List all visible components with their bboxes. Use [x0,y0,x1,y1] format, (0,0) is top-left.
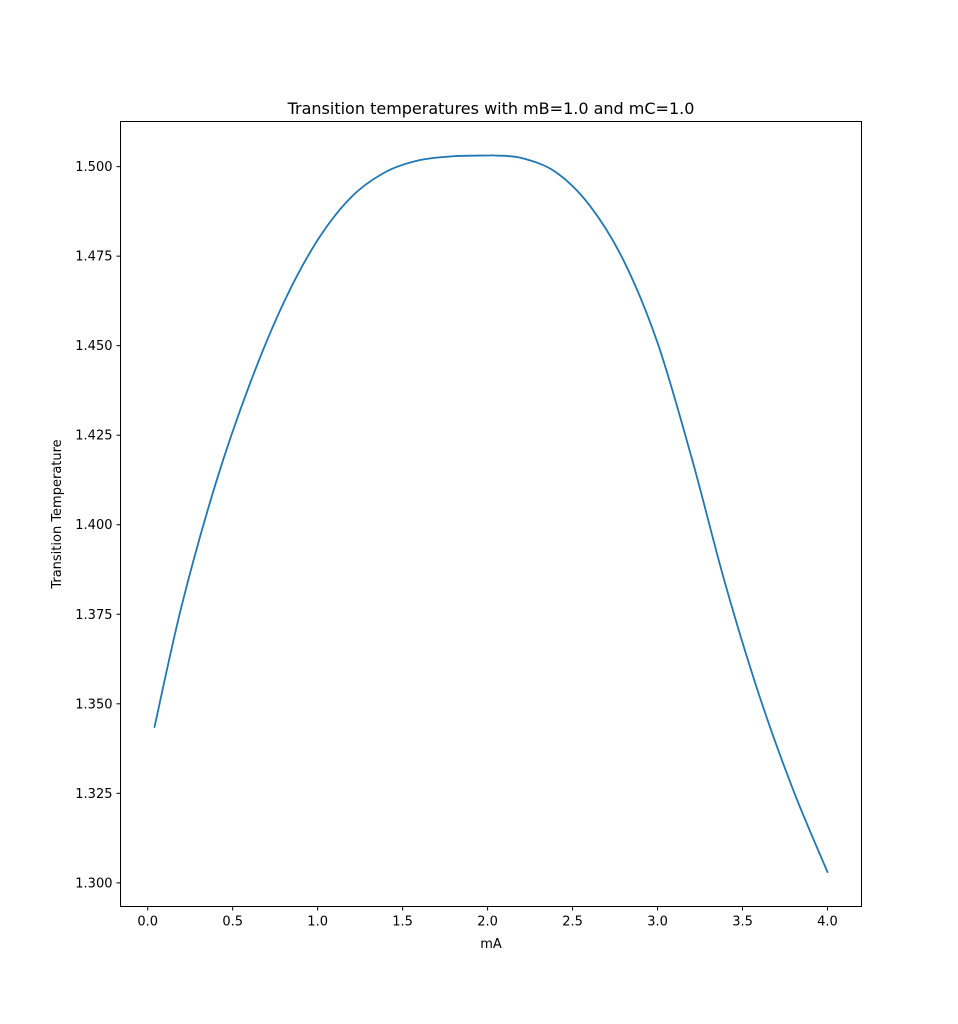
y-axis-label: Transition Temperature [50,439,65,589]
y-tick-label: 1.400 [75,518,112,533]
x-tick-label: 0.5 [222,915,243,930]
plot-area [120,121,862,907]
x-tick-label: 3.5 [732,915,753,930]
y-tick-label: 1.475 [75,250,112,265]
y-tick-label: 1.350 [75,697,112,712]
x-tick-label: 4.0 [817,915,838,930]
y-tick-label: 1.325 [75,787,112,802]
x-axis-ticks: 0.0 0.5 1.0 1.5 2.0 2.5 3.0 3.5 4.0 [137,906,838,930]
x-tick-label: 1.5 [392,915,413,930]
x-tick-label: 1.0 [307,915,328,930]
x-axis-label: mA [480,937,502,952]
x-tick-label: 3.0 [647,915,668,930]
x-tick-label: 2.0 [477,915,498,930]
x-tick-label: 0.0 [137,915,158,930]
y-tick-label: 1.500 [75,160,112,175]
x-tick-label: 2.5 [562,915,583,930]
chart-title: Transition temperatures with mB=1.0 and … [287,99,695,118]
y-tick-label: 1.425 [75,429,112,444]
y-axis-ticks: 1.300 1.325 1.350 1.375 1.400 1.425 1.450 1.475… [75,160,121,891]
y-tick-label: 1.300 [75,876,112,891]
plot-frame [120,121,862,907]
y-tick-label: 1.375 [75,608,112,623]
series-line [153,154,829,874]
y-tick-label: 1.450 [75,339,112,354]
